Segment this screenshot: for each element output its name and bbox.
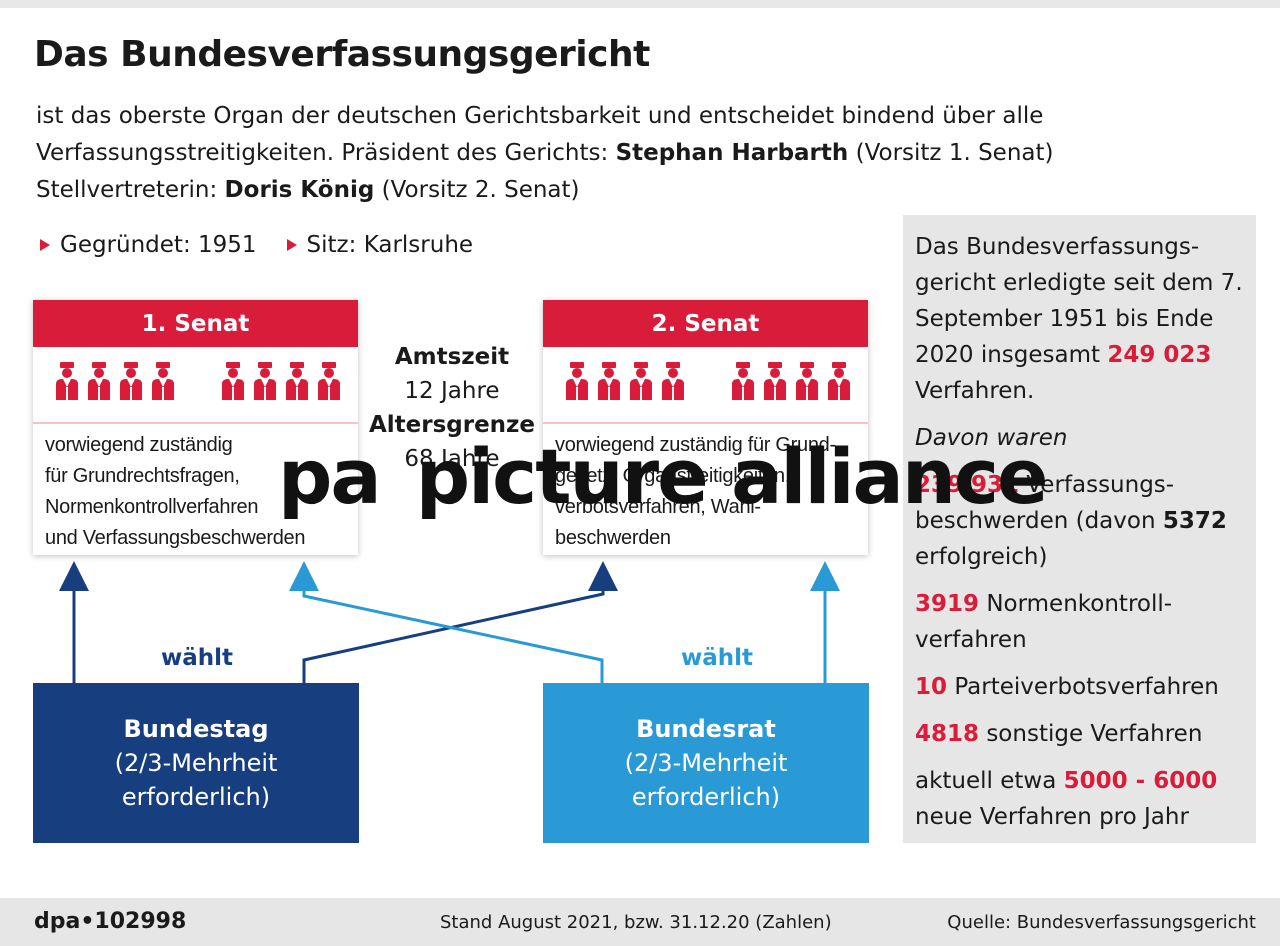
footer: dpa•102998 Stand August 2021, bzw. 31.12… [0, 898, 1280, 946]
stat-beschwerden: 239 931 [915, 472, 1020, 498]
term-label: Amtszeit [394, 344, 510, 370]
judge-group-left [563, 362, 687, 400]
judge-icon [318, 362, 340, 400]
judge-icon [120, 362, 142, 400]
senate-1-card: 1. Senat vorwiegend zuständig für Grundr… [33, 300, 358, 555]
triangle-bullet-icon [40, 239, 50, 251]
judge-icon [764, 362, 786, 400]
arrow-bundesrat-senate1 [289, 561, 604, 683]
footer-stand: Stand August 2021, bzw. 31.12.20 (Zahlen… [440, 912, 832, 933]
judge-icon [222, 362, 244, 400]
stat-sonstige: 4818 [915, 721, 980, 747]
judge-icon [566, 362, 588, 400]
top-bar [0, 0, 1280, 8]
senate-1-title: 1. Senat [33, 300, 358, 347]
judge-group-right [729, 362, 853, 400]
age-label: Altersgrenze [368, 412, 536, 438]
stat-erfolgreich: 5372 [1162, 508, 1227, 534]
senate-2-judges [543, 347, 868, 424]
elect-label-bundestag: wählt [161, 645, 234, 671]
senate-1-description: vorwiegend zuständig für Grundrechtsfrag… [45, 434, 306, 549]
intro-text: ist das oberste Organ der deutschen Geri… [36, 103, 1054, 203]
judge-icon [732, 362, 754, 400]
fact-founded: Gegründet: 1951 [40, 232, 257, 258]
bundesrat-name: Bundesrat [636, 715, 776, 743]
senate-2-title: 2. Senat [543, 300, 868, 347]
judge-icon [598, 362, 620, 400]
senate-1-judges [33, 347, 358, 424]
judge-icon [630, 362, 652, 400]
bundestag-box: Bundestag (2/3-Mehrheit erforderlich) [33, 683, 359, 843]
senate-2-card: 2. Senat vorwiegend zuständig für Grund-… [543, 300, 868, 555]
senate-2-description: vorwiegend zuständig für Grund- gesetz, … [555, 434, 836, 549]
bundesrat-box: Bundesrat (2/3-Mehrheit erforderlich) [543, 683, 869, 843]
judge-icon [286, 362, 308, 400]
judge-icon [254, 362, 276, 400]
bundestag-name: Bundestag [123, 715, 269, 743]
term-info: Amtszeit 12 Jahre Altersgrenze 68 Jahre [362, 340, 542, 476]
judge-icon [796, 362, 818, 400]
fact-seat: Sitz: Karlsruhe [286, 232, 473, 258]
term-value: 12 Jahre [404, 378, 500, 404]
facts-row: Gegründet: 1951 Sitz: Karlsruhe [40, 232, 473, 258]
age-value: 68 Jahre [404, 446, 500, 472]
stat-partei: 10 [915, 674, 948, 700]
judge-icon [828, 362, 850, 400]
judge-icon [152, 362, 174, 400]
judge-icon [56, 362, 78, 400]
stat-normen: 3919 [915, 591, 980, 617]
judge-icon [662, 362, 684, 400]
dpa-id: dpa•102998 [34, 909, 187, 934]
watermark: pa picture alliance [278, 431, 1049, 521]
deputy-name: Doris König [224, 177, 375, 203]
stat-davon: Davon waren [915, 425, 1068, 451]
page-title: Das Bundesverfassungsgericht [34, 34, 650, 75]
footer-source: Quelle: Bundesverfassungsgericht [947, 912, 1256, 933]
elect-label-bundesrat: wählt [681, 645, 754, 671]
judge-icon [88, 362, 110, 400]
statistics-panel: Das Bundesverfassungs-gericht erledigte … [903, 215, 1256, 843]
stat-total: 249 023 [1107, 342, 1212, 368]
triangle-bullet-icon [286, 239, 297, 251]
judge-group-left [53, 362, 177, 400]
stat-aktuell: 5000 - 6000 [1063, 768, 1218, 794]
president-name: Stephan Harbarth [615, 140, 849, 166]
judge-group-right [219, 362, 343, 400]
